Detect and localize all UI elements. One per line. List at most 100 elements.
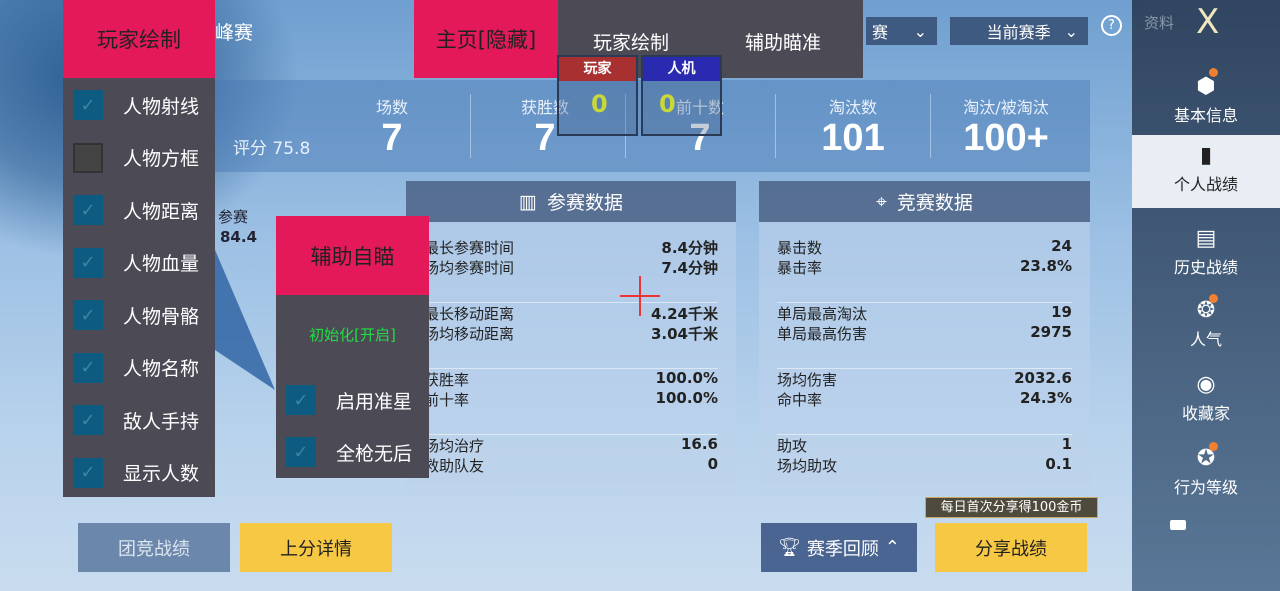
document-icon: ▤ xyxy=(1195,226,1217,251)
bar-chart-icon: ▥ xyxy=(519,190,537,213)
stat-row: 场均治疗 16.6 xyxy=(424,435,718,455)
stat-row: 前十率 100.0% xyxy=(424,389,718,409)
toggle-label: 人物距离 xyxy=(123,200,200,223)
divider xyxy=(775,94,776,158)
menu-icon[interactable] xyxy=(1170,520,1186,530)
stat-row: 暴击数 24 xyxy=(777,237,1072,257)
season-dropdown[interactable]: 当前赛季 ⌄ xyxy=(950,17,1088,45)
stat-value: 24 xyxy=(1051,237,1072,255)
toggle-7[interactable]: ✓ 显示人数 xyxy=(73,453,199,493)
aimbot-header[interactable]: 辅助自瞄 xyxy=(276,216,429,295)
stat-row: 场均助攻 0.1 xyxy=(777,455,1072,475)
stat-row: 命中率 24.3% xyxy=(777,389,1072,409)
stat-group: 最长移动距离 4.24千米 场均移动距离 3.04千米 xyxy=(424,303,718,369)
chart-icon: ▮ xyxy=(1199,143,1213,168)
stat-value: 7 xyxy=(534,117,556,159)
toggle-2[interactable]: ✓ 人物距离 xyxy=(73,190,199,230)
stat-label: 场数 xyxy=(375,98,408,117)
checkbox[interactable]: ✓ xyxy=(286,437,316,467)
stat-label: 获胜率 xyxy=(424,371,470,389)
chevron-down-icon: ⌄ xyxy=(913,21,927,41)
player-draw-panel: 玩家绘制 ✓ 人物射线 人物方框 ✓ 人物距离 ✓ 人物血量 ✓ 人物骨骼 ✓ 人物名称 ✓ 敌人手持 ✓… xyxy=(63,0,215,497)
rank-details-button[interactable]: 上分详情 xyxy=(240,523,392,572)
aimbot-panel: 辅助自瞄 初始化[开启] ✓ 启用准星 ✓ 全枪无后 xyxy=(276,216,429,478)
checkbox[interactable]: ✓ xyxy=(73,457,103,488)
player-draw-header[interactable]: 玩家绘制 xyxy=(63,0,215,78)
stat-value: 3.04千米 xyxy=(650,325,718,343)
stat-value: 19 xyxy=(1051,303,1072,321)
toggle-5[interactable]: ✓ 人物名称 xyxy=(73,348,199,388)
sidebar-item-label: 人气 xyxy=(1189,330,1222,349)
sidebar-item-label: 行为等级 xyxy=(1173,478,1238,497)
toggle-4[interactable]: ✓ 人物骨骼 xyxy=(73,295,199,335)
toggle-3[interactable]: ✓ 人物血量 xyxy=(73,243,199,283)
checkbox[interactable]: ✓ xyxy=(73,247,103,278)
radar-chart xyxy=(215,250,275,390)
sidebar-item-history[interactable]: ▤ 历史战绩 xyxy=(1132,218,1280,290)
stat-row: 单局最高伤害 2975 xyxy=(777,323,1072,343)
checkbox[interactable]: ✓ xyxy=(73,300,103,330)
toggle-label: 人物骨骼 xyxy=(123,305,200,328)
stat-value: 7 xyxy=(381,117,403,159)
stat-label: 暴击率 xyxy=(777,259,823,277)
home-hide-tab[interactable]: 主页[隐藏] xyxy=(414,0,558,78)
stat-kd: 淘汰/被淘汰 100+ xyxy=(931,80,1081,172)
stat-label: 救助队友 xyxy=(424,457,485,475)
sidebar-item-label: 历史战绩 xyxy=(1173,258,1238,277)
stat-label: 命中率 xyxy=(777,391,823,409)
stat-label: 单局最高淘汰 xyxy=(777,305,868,323)
stat-group: 场均治疗 16.6 救助队友 0 xyxy=(424,435,718,501)
season-review-button[interactable]: 🏆︎ 赛季回顾 ⌃ xyxy=(761,523,917,572)
stat-value: 2975 xyxy=(1030,323,1072,341)
stat-kills: 淘汰数 101 xyxy=(778,80,928,172)
toggle-0[interactable]: ✓ 人物射线 xyxy=(73,85,199,125)
stat-group: 单局最高淘汰 19 单局最高伤害 2975 xyxy=(777,303,1072,369)
checkbox[interactable] xyxy=(73,142,103,173)
toggle-label: 全枪无后 xyxy=(336,442,413,465)
sidebar-item-collector[interactable]: ◉ 收藏家 xyxy=(1132,364,1280,436)
share-button[interactable]: 分享战绩 xyxy=(935,523,1087,572)
collector-icon: ◉ xyxy=(1196,372,1216,397)
trophy-icon: 🏆︎ xyxy=(778,537,801,558)
stat-label: 淘汰/被淘汰 xyxy=(963,98,1049,117)
sidebar-item-basic-info[interactable]: ⬢ 基本信息 xyxy=(1132,66,1280,138)
stat-group: 暴击数 24 暴击率 23.8% xyxy=(777,237,1072,303)
sidebar-item-behavior[interactable]: ✪ 行为等级 xyxy=(1132,438,1280,510)
close-icon[interactable]: X xyxy=(1196,2,1220,42)
counter-label: 人机 xyxy=(643,57,720,81)
stat-value: 0 xyxy=(707,455,718,473)
stat-row: 场均伤害 2032.6 xyxy=(777,369,1072,389)
toggle-1[interactable]: 人物方框 xyxy=(73,138,199,178)
stat-label: 场均移动距离 xyxy=(424,325,515,343)
divider xyxy=(625,94,626,158)
stats-bar: 评分 75.8 场数 7 获胜数 7 前十数 7 淘汰数 101 淘汰/被淘汰 100+ xyxy=(215,80,1090,172)
counter-value: 0 xyxy=(659,90,676,118)
checkbox[interactable]: ✓ xyxy=(286,385,316,415)
toggle-0[interactable]: ✓ 启用准星 xyxy=(286,380,412,420)
tab-aim-assist[interactable]: 辅助瞄准 xyxy=(745,32,822,54)
toggle-1[interactable]: ✓ 全枪无后 xyxy=(286,432,412,472)
share-tooltip: 每日首次分享得100金币 xyxy=(925,497,1098,518)
stat-row: 单局最高淘汰 19 xyxy=(777,303,1072,323)
mode-dropdown[interactable]: 赛 ⌄ xyxy=(866,17,937,45)
sidebar-item-popularity[interactable]: ❂ 人气 xyxy=(1132,290,1280,362)
toggle-6[interactable]: ✓ 敌人手持 xyxy=(73,400,199,440)
stat-matches: 场数 7 xyxy=(317,80,467,172)
stat-label: 单局最高伤害 xyxy=(777,325,868,343)
stat-label: 助攻 xyxy=(777,437,808,455)
crosshair-vertical xyxy=(639,276,641,316)
team-stats-button[interactable]: 团竞战绩 xyxy=(78,523,230,572)
toggle-label: 人物名称 xyxy=(123,358,200,380)
stat-row: 助攻 1 xyxy=(777,435,1072,455)
checkbox[interactable]: ✓ xyxy=(73,352,103,383)
help-icon[interactable]: ? xyxy=(1101,15,1122,36)
sidebar-item-personal-stats[interactable]: ▮ 个人战绩 xyxy=(1132,135,1280,208)
stat-label: 最长移动距离 xyxy=(424,305,515,323)
toggle-label: 显示人数 xyxy=(123,463,200,485)
stat-wins: 获胜数 7 xyxy=(470,80,620,172)
checkbox[interactable]: ✓ xyxy=(73,405,103,435)
stat-row: 暴击率 23.8% xyxy=(777,257,1072,277)
checkbox[interactable]: ✓ xyxy=(73,90,103,120)
tab-player-draw[interactable]: 玩家绘制 xyxy=(593,32,670,54)
checkbox[interactable]: ✓ xyxy=(73,195,103,225)
